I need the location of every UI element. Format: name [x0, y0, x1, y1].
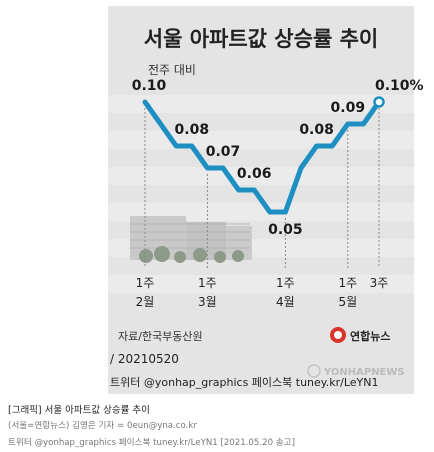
- end-point-marker: [373, 96, 385, 108]
- series-polyline: [142, 99, 382, 215]
- source-label: 자료/한국부동산원: [118, 330, 203, 343]
- grid-band: [108, 131, 414, 149]
- svg-text:연합뉴스: 연합뉴스: [350, 329, 390, 343]
- x-tick-month: 2월: [136, 295, 155, 309]
- x-tick-week: 3주: [370, 276, 389, 290]
- x-tick-month: 5월: [338, 295, 357, 309]
- x-tick-week: 1주: [136, 276, 155, 290]
- tick-guides: [144, 108, 380, 268]
- data-labels: 0.10 0.08 0.07 0.06 0.05 0.08 0.09 0.10%: [132, 78, 424, 238]
- grid-band: [108, 95, 414, 113]
- caption-social: 트위터 @yonhap_graphics 페이스북 tuney.kr/LeYN1…: [8, 438, 295, 448]
- data-label: 0.09: [331, 100, 366, 116]
- series-line: [142, 96, 385, 215]
- x-tick-week: 1주: [338, 276, 357, 290]
- watermark: YONHAPNEWS: [307, 364, 405, 378]
- apartment-illustration: [130, 216, 252, 263]
- x-tick-week: 1주: [198, 276, 217, 290]
- x-tick-month: 3월: [198, 295, 217, 309]
- data-label: 0.06: [237, 166, 272, 182]
- data-label: 0.10%: [375, 78, 424, 94]
- x-tick-week: 1주: [276, 276, 295, 290]
- data-label: 0.08: [299, 122, 334, 138]
- data-label: 0.07: [206, 144, 241, 160]
- data-label: 0.08: [175, 122, 210, 138]
- chart-subtitle: 전주 대비: [148, 63, 196, 77]
- caption-title: [그래픽] 서울 아파트값 상승률 추이: [8, 405, 150, 416]
- date-stamp: / 20210520: [110, 352, 179, 366]
- x-axis-ticks: 1주 2월 1주 3월 1주 4월 1주 5월 3주: [136, 276, 389, 309]
- chart-graphic: 서울 아파트값 상승률 추이 전주 대비 0.10 0.08 0.07 0.06 0.0…: [108, 6, 424, 394]
- grid-band: [108, 275, 414, 293]
- svg-text:YONHAPNEWS: YONHAPNEWS: [323, 367, 405, 378]
- caption-credit: (서울=연합뉴스) 김영은 기자 = 0eun@yna.co.kr: [8, 421, 197, 431]
- social-line: 트위터 @yonhap_graphics 페이스북 tuney.kr/LeYN1: [110, 376, 378, 389]
- x-tick-month: 4월: [276, 295, 295, 309]
- grid-band: [108, 167, 414, 185]
- yonhap-logo: 연합뉴스: [330, 327, 390, 343]
- data-label: 0.05: [268, 222, 303, 238]
- data-label: 0.10: [132, 78, 167, 94]
- chart-title: 서울 아파트값 상승률 추이: [144, 27, 378, 51]
